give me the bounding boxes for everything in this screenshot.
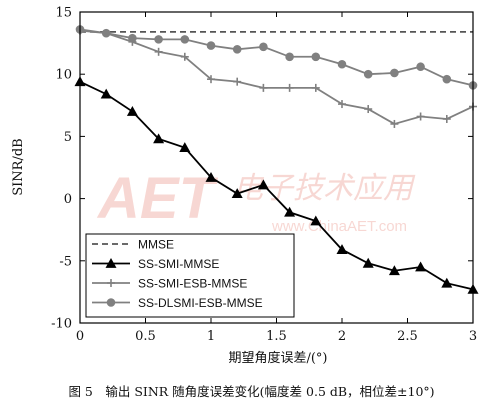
legend-entry: MMSE — [92, 238, 174, 252]
x-tick-label: 0.5 — [135, 329, 156, 344]
data-point — [285, 83, 294, 92]
data-point — [390, 68, 399, 78]
series-line — [79, 28, 474, 87]
y-tick-label: 5 — [64, 130, 72, 145]
data-point — [390, 119, 399, 128]
data-point — [442, 74, 452, 84]
legend-label: SS-SMI-ESB-MMSE — [138, 277, 247, 291]
data-point — [285, 52, 294, 62]
sinr-chart: AET 电子技术应用 www.ChinaAET.com 0 0.5 1 1.5 2 2.5… — [11, 6, 479, 366]
series-ss-smi-mmse — [74, 76, 479, 294]
legend-marker — [106, 298, 116, 307]
data-point — [233, 77, 242, 86]
x-tick-label: 1 — [207, 329, 215, 344]
legend-label: MMSE — [138, 238, 174, 252]
legend-marker — [107, 279, 115, 287]
data-point — [206, 41, 216, 50]
series-ss-dlsmi-esb-mmse — [75, 25, 478, 90]
series-ss-smi-esb-mmse — [76, 26, 477, 128]
data-point — [337, 59, 347, 69]
data-point — [363, 69, 373, 79]
watermark-logo: AET — [96, 166, 219, 231]
data-point — [259, 42, 268, 52]
x-axis-title: 期望角度误差/(°) — [228, 350, 327, 366]
y-tick-label: 0 — [64, 192, 72, 207]
y-tick-label: -5 — [59, 254, 72, 269]
watermark-url: www.ChinaAET.com — [271, 218, 407, 235]
series-line — [79, 80, 474, 291]
y-axis-title: SINR/dB — [11, 138, 26, 195]
data-point — [284, 206, 296, 217]
data-point — [154, 35, 163, 44]
data-point — [311, 83, 320, 92]
data-point — [336, 244, 348, 255]
data-point — [441, 277, 453, 288]
data-point — [231, 188, 243, 199]
data-point — [364, 105, 373, 114]
data-point — [416, 112, 425, 121]
data-point — [180, 35, 190, 44]
data-point — [126, 106, 138, 116]
data-point — [232, 45, 242, 54]
legend: MMSE SS-SMI-MMSE SS-SMI-ESB-MMSE SS-DLSMI-E… — [85, 233, 295, 318]
series-line — [79, 29, 474, 125]
legend-entry: SS-DLSMI-ESB-MMSE — [92, 296, 263, 310]
legend-entry: SS-SMI-ESB-MMSE — [92, 277, 247, 291]
legend-marker — [105, 258, 117, 268]
x-tick-label: 1.5 — [266, 329, 287, 344]
legend-entry: SS-SMI-MMSE — [92, 257, 219, 271]
x-tick-label: 3 — [469, 329, 477, 344]
data-point — [100, 88, 112, 99]
data-point — [179, 142, 191, 152]
data-point — [101, 28, 111, 38]
data-point — [154, 47, 163, 56]
data-point — [205, 171, 217, 182]
data-point — [362, 257, 374, 268]
data-point — [388, 265, 400, 276]
data-point — [257, 179, 269, 190]
data-point — [311, 52, 321, 62]
data-point — [310, 215, 322, 226]
legend-label: SS-DLSMI-ESB-MMSE — [138, 296, 263, 310]
data-point — [416, 62, 425, 72]
data-point — [128, 33, 137, 43]
x-tick-label: 0 — [76, 329, 84, 344]
data-point — [153, 133, 165, 144]
data-point — [180, 52, 189, 61]
x-tick-label: 2 — [338, 329, 346, 344]
y-tick-label: -10 — [51, 317, 72, 332]
watermark: AET 电子技术应用 www.ChinaAET.com — [96, 166, 416, 235]
data-point — [415, 261, 427, 272]
data-point — [207, 75, 215, 84]
data-point — [338, 100, 346, 109]
ticks-layer: 0 0.5 1 1.5 2 2.5 3 -10 -5 0 5 10 15 — [51, 6, 477, 345]
data-point — [442, 114, 451, 123]
data-point — [259, 83, 268, 92]
figure-caption: 图 5 输出 SINR 随角度误差变化(幅度差 0.5 dB，相位差±10°) — [68, 384, 435, 399]
x-tick-label: 2.5 — [397, 329, 418, 344]
legend-label: SS-SMI-MMSE — [138, 257, 219, 271]
y-tick-label: 15 — [55, 6, 72, 21]
y-tick-label: 10 — [55, 68, 72, 83]
